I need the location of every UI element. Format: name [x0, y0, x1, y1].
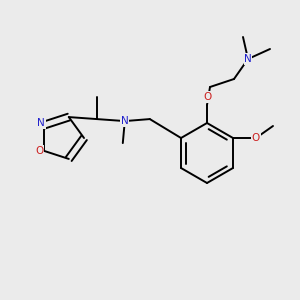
Text: N: N [121, 116, 129, 126]
Text: N: N [37, 118, 45, 128]
Text: O: O [35, 146, 43, 156]
Text: O: O [252, 133, 260, 143]
Text: N: N [244, 54, 252, 64]
Text: O: O [203, 92, 211, 102]
